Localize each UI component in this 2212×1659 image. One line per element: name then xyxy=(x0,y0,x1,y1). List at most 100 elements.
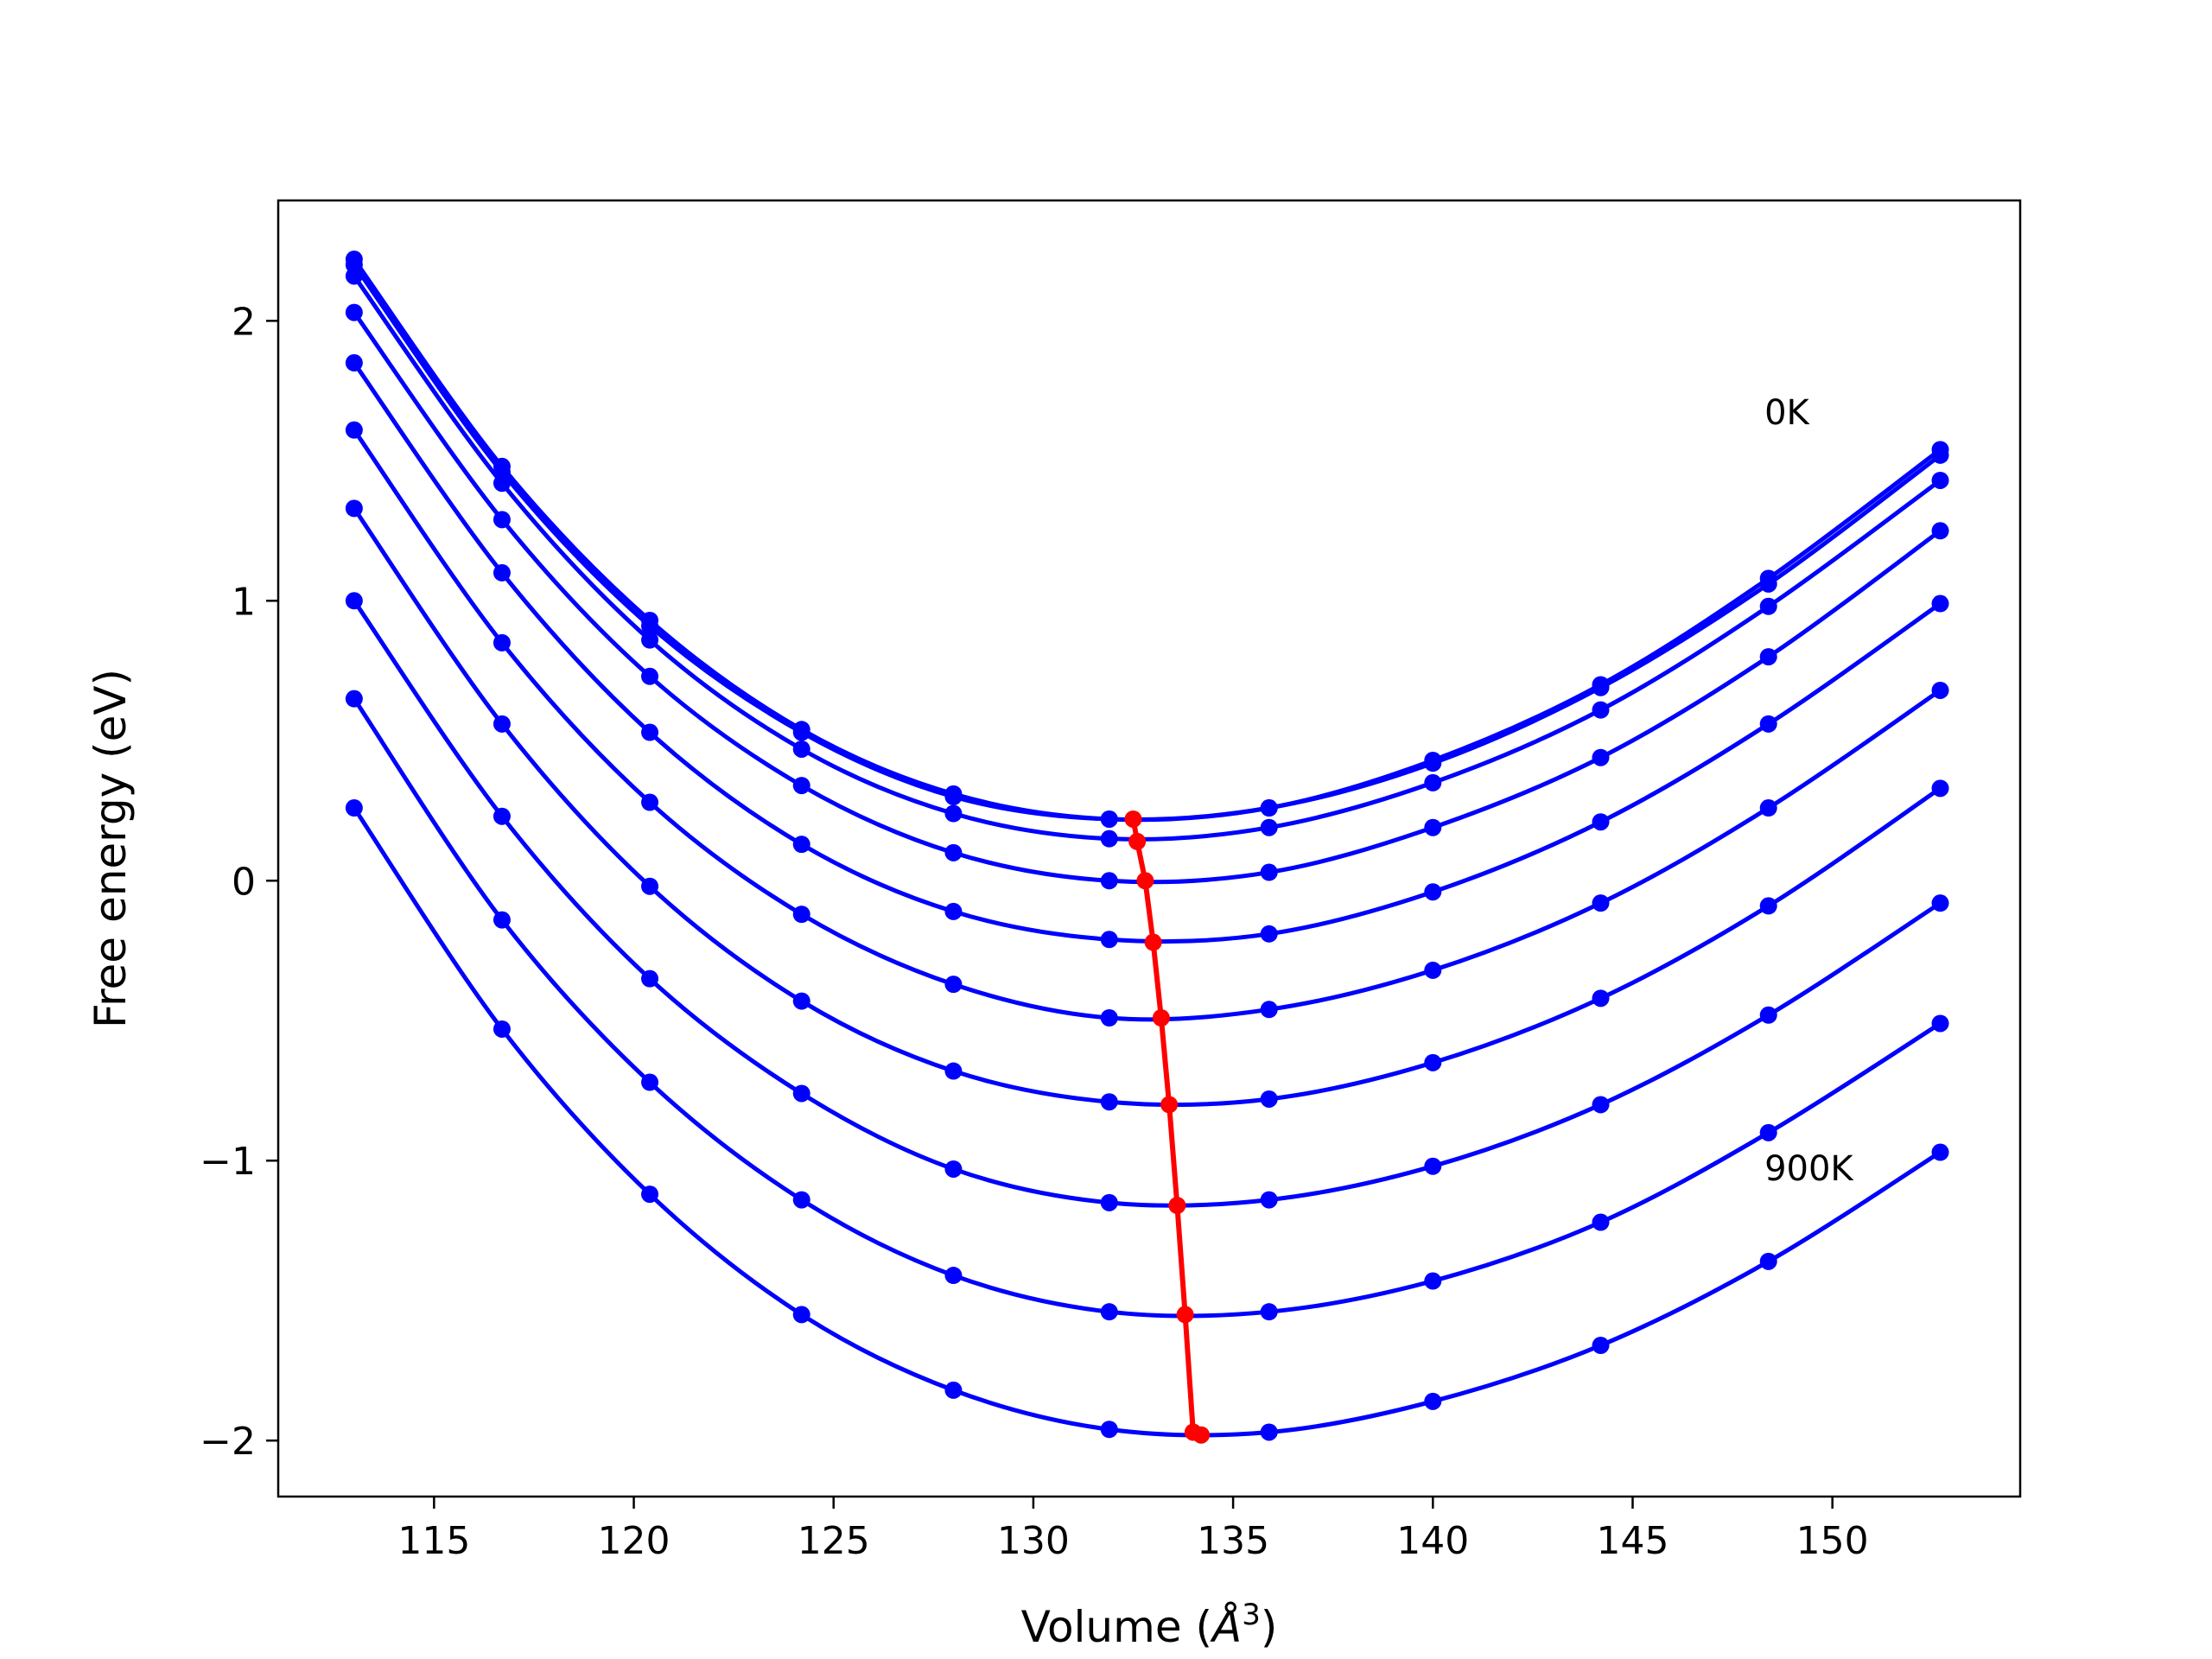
curve-2-point-4 xyxy=(792,723,810,741)
y-tick-label-2: 0 xyxy=(232,860,256,904)
curve-5-point-10 xyxy=(1759,715,1777,733)
curve-9-point-9 xyxy=(1592,1213,1610,1231)
curve-10-point-1 xyxy=(345,799,363,817)
x-tick-label-125: 125 xyxy=(798,1519,870,1563)
x-axis-label: Volume (Å3) xyxy=(1021,1598,1278,1652)
curve-7-point-1 xyxy=(345,499,363,518)
curve-9-point-8 xyxy=(1424,1272,1442,1290)
curve-line-10 xyxy=(352,806,1942,1438)
curve-4-point-3 xyxy=(641,667,659,685)
curve-5-point-8 xyxy=(1424,883,1442,901)
curve-3-point-6 xyxy=(1100,830,1118,848)
curve-9-point-11 xyxy=(1931,1014,1949,1033)
curve-8-point-10 xyxy=(1759,1006,1777,1024)
x-axis-label-close: ) xyxy=(1261,1602,1278,1652)
x-axis-label-angstrom: Å xyxy=(1210,1602,1242,1652)
curve-3-point-4 xyxy=(792,740,810,758)
y-tick-label-3: 1 xyxy=(232,580,256,624)
curve-8-point-2 xyxy=(493,807,511,825)
curve-3-point-5 xyxy=(944,804,963,823)
x-tick-label-130: 130 xyxy=(997,1519,1070,1563)
curve-5-point-3 xyxy=(641,723,659,741)
curve-9-point-2 xyxy=(493,911,511,929)
curve-2-point-10 xyxy=(1759,575,1777,593)
curve-4-point-11 xyxy=(1931,522,1949,540)
curve-7-point-9 xyxy=(1592,989,1610,1007)
curve-8-point-1 xyxy=(345,592,363,610)
curve-5-point-7 xyxy=(1260,925,1278,943)
curve-10-point-5 xyxy=(944,1381,963,1399)
minimum-point-5 xyxy=(1152,1009,1170,1027)
x-tick-label-115: 115 xyxy=(397,1519,470,1563)
curve-3-point-3 xyxy=(641,631,659,649)
curve-10-point-8 xyxy=(1424,1392,1442,1410)
curve-7-point-8 xyxy=(1424,1053,1442,1071)
curve-line-9 xyxy=(352,697,1942,1319)
curve-4-point-1 xyxy=(345,303,363,321)
curve-6-point-1 xyxy=(345,421,363,439)
minima-line xyxy=(1130,818,1203,1438)
minimum-point-7 xyxy=(1168,1197,1186,1215)
curve-4-point-4 xyxy=(792,777,810,795)
curve-3-point-10 xyxy=(1759,597,1777,615)
curve-2-point-11 xyxy=(1931,446,1949,464)
x-axis-ticks: 115 120 125 130 135 140 145 150 xyxy=(397,1497,1869,1563)
curve-8-point-7 xyxy=(1260,1191,1278,1209)
curve-9-point-1 xyxy=(345,690,363,708)
curve-10-point-2 xyxy=(493,1020,511,1038)
curve-line-8 xyxy=(352,599,1942,1208)
curve-8-point-3 xyxy=(641,969,659,988)
curve-6-point-3 xyxy=(641,793,659,811)
curve-9-point-10 xyxy=(1759,1123,1777,1141)
curve-7-point-2 xyxy=(493,715,511,733)
curve-10-point-4 xyxy=(792,1306,810,1324)
x-tick-label-135: 135 xyxy=(1197,1519,1269,1563)
minimum-point-1 xyxy=(1124,810,1142,828)
minimum-point-2 xyxy=(1128,832,1147,850)
curve-6-point-6 xyxy=(1100,1009,1118,1027)
curve-6-point-9 xyxy=(1592,894,1610,912)
minimum-point-8 xyxy=(1176,1306,1194,1324)
curve-3-point-7 xyxy=(1260,818,1278,836)
minimum-point-4 xyxy=(1144,933,1162,951)
curve-8-point-6 xyxy=(1100,1193,1118,1211)
curve-4-point-7 xyxy=(1260,863,1278,881)
curve-10-point-10 xyxy=(1759,1252,1777,1270)
curve-4-point-9 xyxy=(1592,748,1610,766)
curve-6-point-11 xyxy=(1931,681,1949,699)
y-axis-ticks: −2 −1 0 1 2 xyxy=(200,300,278,1464)
y-tick-label-4: 2 xyxy=(232,300,256,344)
curve-4-point-6 xyxy=(1100,872,1118,890)
curve-4-point-5 xyxy=(944,843,963,861)
annotation-2: 900K xyxy=(1764,1149,1854,1189)
x-tick-label-150: 150 xyxy=(1796,1519,1869,1563)
curve-7-point-7 xyxy=(1260,1090,1278,1108)
curve-4-point-10 xyxy=(1759,648,1777,666)
curve-7-point-4 xyxy=(792,992,810,1010)
y-tick-label-1: −1 xyxy=(200,1140,256,1184)
curve-5-point-6 xyxy=(1100,931,1118,949)
curve-6-point-7 xyxy=(1260,1001,1278,1019)
curve-7-point-11 xyxy=(1931,779,1949,798)
curve-7-point-3 xyxy=(641,877,659,895)
curve-2-point-8 xyxy=(1424,754,1442,772)
y-tick-label-0: −2 xyxy=(200,1420,256,1464)
curve-5-point-9 xyxy=(1592,813,1610,831)
curve-3-point-1 xyxy=(345,267,363,285)
curve-group xyxy=(345,251,1949,1441)
curve-4-point-2 xyxy=(493,511,511,529)
curve-10-point-3 xyxy=(641,1185,659,1204)
x-tick-label-140: 140 xyxy=(1396,1519,1469,1563)
minima-group xyxy=(1124,810,1211,1444)
curve-2-point-7 xyxy=(1260,799,1278,817)
x-tick-label-120: 120 xyxy=(598,1519,671,1563)
curve-5-point-11 xyxy=(1931,594,1949,613)
curve-6-point-8 xyxy=(1424,961,1442,979)
x-axis-label-text: Volume ( xyxy=(1021,1602,1212,1652)
curve-8-point-5 xyxy=(944,1160,963,1178)
curve-9-point-5 xyxy=(944,1267,963,1285)
curve-6-point-4 xyxy=(792,906,810,924)
curve-4-point-8 xyxy=(1424,818,1442,836)
curve-8-point-4 xyxy=(792,1084,810,1103)
curve-5-point-4 xyxy=(792,836,810,854)
